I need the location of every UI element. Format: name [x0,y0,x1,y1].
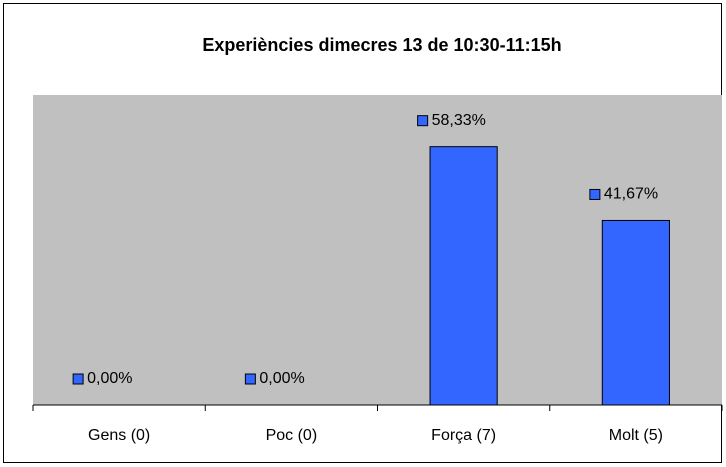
x-tick-label: Força (7) [431,427,496,444]
x-tick-label: Gens (0) [88,427,150,444]
label-key [417,115,429,127]
data-label: 58,33% [432,112,486,129]
label-key [244,373,256,385]
bar [429,146,498,406]
data-label: 0,00% [259,370,304,387]
bar [601,219,670,406]
x-tick-label: Molt (5) [609,427,663,444]
label-key [72,373,84,385]
data-label: 41,67% [604,186,658,203]
data-label: 0,00% [87,370,132,387]
x-tick-label: Poc (0) [266,427,318,444]
chart-title: Experiències dimecres 13 de 10:30-11:15h [202,35,561,55]
label-key [589,188,601,200]
